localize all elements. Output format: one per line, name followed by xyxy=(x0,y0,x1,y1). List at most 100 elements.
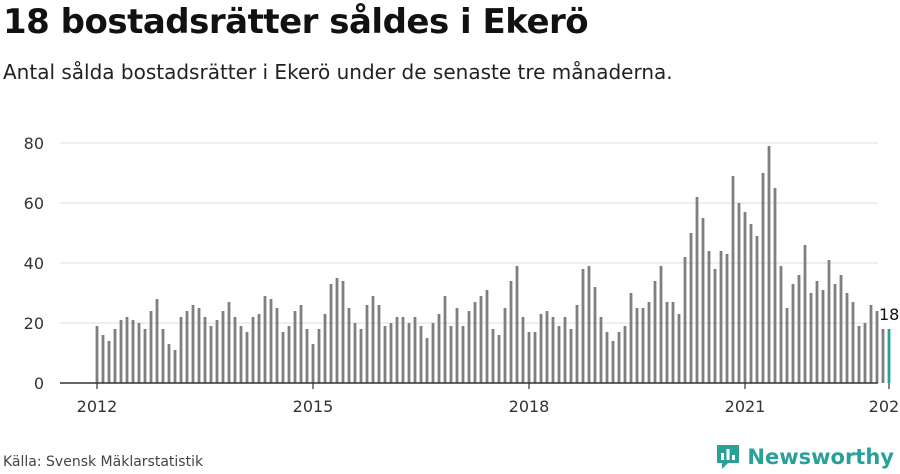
bar xyxy=(113,329,117,383)
bar xyxy=(167,344,171,383)
bar xyxy=(317,329,321,383)
bar xyxy=(131,320,135,383)
bar xyxy=(491,329,495,383)
bar xyxy=(473,302,477,383)
bar xyxy=(869,305,873,383)
bar xyxy=(245,332,249,383)
bar xyxy=(851,302,855,383)
y-tick-label: 20 xyxy=(24,314,44,333)
bar-highlight xyxy=(887,329,891,383)
bar xyxy=(227,302,231,383)
bar xyxy=(569,329,573,383)
bar xyxy=(353,323,357,383)
bar xyxy=(563,317,567,383)
bar xyxy=(659,266,663,383)
bar xyxy=(347,308,351,383)
bar xyxy=(305,329,309,383)
bar xyxy=(551,317,555,383)
bar xyxy=(107,341,111,383)
bar xyxy=(155,299,159,383)
bar xyxy=(311,344,315,383)
bar xyxy=(269,299,273,383)
bar xyxy=(479,296,483,383)
bar xyxy=(395,317,399,383)
bar xyxy=(125,317,129,383)
bar xyxy=(635,308,639,383)
bar xyxy=(119,320,123,383)
bar xyxy=(827,260,831,383)
bar xyxy=(275,308,279,383)
bar xyxy=(179,317,183,383)
bar xyxy=(185,311,189,383)
bar xyxy=(617,332,621,383)
bar xyxy=(149,311,153,383)
bar xyxy=(839,275,843,383)
bar xyxy=(665,302,669,383)
bar xyxy=(299,305,303,383)
bar xyxy=(413,317,417,383)
newsworthy-logo-icon xyxy=(717,445,740,469)
bar xyxy=(707,251,711,383)
bar xyxy=(875,311,879,383)
bar xyxy=(695,197,699,383)
bar xyxy=(821,290,825,383)
bar xyxy=(197,308,201,383)
bar xyxy=(461,326,465,383)
bar xyxy=(209,326,213,383)
bar xyxy=(191,305,195,383)
bar xyxy=(281,332,285,383)
bar xyxy=(443,296,447,383)
bar xyxy=(791,284,795,383)
bar xyxy=(767,146,771,383)
bar xyxy=(611,341,615,383)
bar xyxy=(401,317,405,383)
bar xyxy=(671,302,675,383)
bar xyxy=(797,275,801,383)
bar xyxy=(587,266,591,383)
bar xyxy=(221,311,225,383)
bar xyxy=(539,314,543,383)
bar xyxy=(329,284,333,383)
bar xyxy=(251,317,255,383)
bar xyxy=(509,281,513,383)
bar xyxy=(845,293,849,383)
bar xyxy=(677,314,681,383)
bar xyxy=(605,332,609,383)
bar xyxy=(101,335,105,383)
bar xyxy=(257,314,261,383)
bar xyxy=(857,326,861,383)
bar xyxy=(761,173,765,383)
bar xyxy=(533,332,537,383)
bar xyxy=(503,308,507,383)
bar xyxy=(719,251,723,383)
x-tick-label: 2018 xyxy=(509,397,550,416)
bar xyxy=(641,308,645,383)
bar xyxy=(371,296,375,383)
y-tick-label: 80 xyxy=(24,134,44,153)
chart-title: 18 bostadsrätter såldes i Ekerö xyxy=(3,2,589,42)
bar xyxy=(467,311,471,383)
bar xyxy=(239,326,243,383)
x-tick-label: 2023 xyxy=(869,397,900,416)
bar xyxy=(449,326,453,383)
bar xyxy=(359,329,363,383)
bar xyxy=(263,296,267,383)
bar xyxy=(365,305,369,383)
bar xyxy=(713,269,717,383)
bar xyxy=(557,326,561,383)
bar xyxy=(833,284,837,383)
bar xyxy=(785,308,789,383)
bar xyxy=(383,326,387,383)
bar xyxy=(803,245,807,383)
x-tick-label: 2015 xyxy=(293,397,334,416)
x-tick-label: 2021 xyxy=(725,397,766,416)
bar xyxy=(647,302,651,383)
y-tick-label: 40 xyxy=(24,254,44,273)
bar xyxy=(419,326,423,383)
bar xyxy=(293,311,297,383)
bar xyxy=(143,329,147,383)
bar xyxy=(755,236,759,383)
bar xyxy=(323,314,327,383)
last-value-label: 18 xyxy=(879,305,899,324)
bar xyxy=(407,323,411,383)
